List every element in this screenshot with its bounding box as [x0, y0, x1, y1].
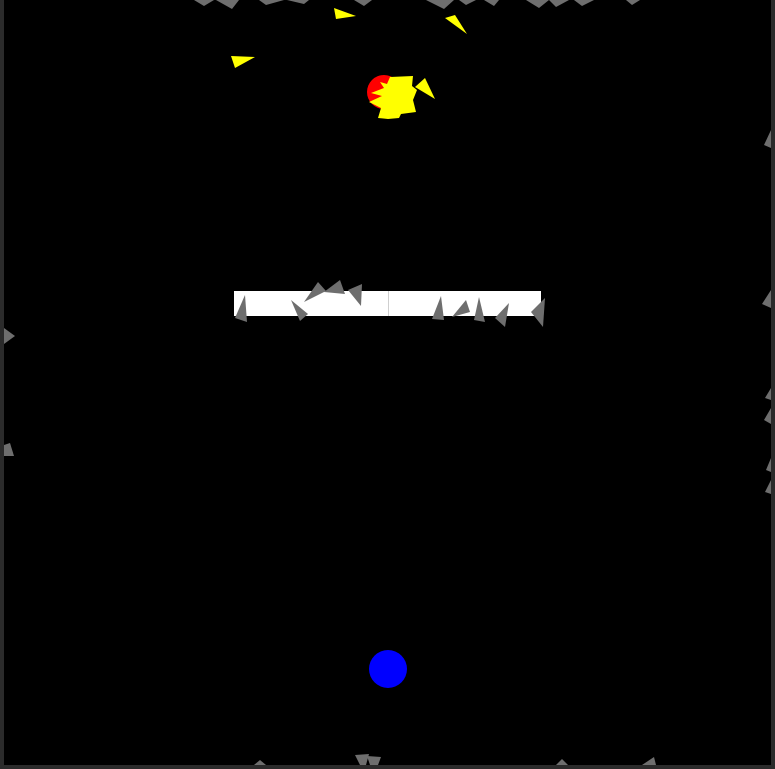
debris-shard [235, 295, 247, 322]
debris-top [194, 0, 640, 9]
debris-shard [216, 0, 239, 9]
debris-shard [556, 759, 568, 765]
debris-shard [348, 284, 362, 306]
debris-shard [764, 408, 771, 424]
debris-shard [642, 757, 656, 765]
projectile [445, 15, 467, 34]
debris-shard [549, 0, 569, 7]
debris-shard [764, 130, 771, 148]
debris-shard [287, 0, 309, 4]
debris-bottom [254, 754, 656, 765]
debris-shard [484, 0, 499, 6]
explosion-burst [369, 76, 417, 119]
game-canvas[interactable] [4, 0, 771, 765]
debris-shard [355, 754, 369, 765]
debris-shard [254, 760, 266, 765]
debris-shard [526, 0, 549, 8]
debris-shard [367, 756, 381, 765]
debris-shard [432, 296, 444, 320]
debris-shard [194, 0, 214, 6]
play-area-background [4, 0, 771, 765]
debris-shard [766, 458, 771, 472]
debris-shard [762, 290, 771, 308]
debris-shard [324, 280, 345, 294]
debris-left [4, 328, 15, 456]
debris-shard [4, 328, 15, 344]
player[interactable] [369, 650, 407, 688]
debris-shard [304, 282, 326, 302]
debris-shard [495, 303, 509, 327]
projectile [231, 56, 255, 68]
debris-barrier [235, 280, 545, 327]
debris-shard [474, 297, 485, 322]
barrier [234, 291, 541, 316]
debris-shard [765, 480, 771, 494]
debris-shard [531, 298, 545, 327]
debris-shard [354, 0, 372, 6]
debris-shard [452, 300, 470, 317]
debris-shard [4, 443, 14, 456]
projectile [415, 78, 435, 99]
projectile [334, 8, 356, 19]
debris-shard [291, 300, 308, 321]
enemy-exploding [367, 75, 417, 119]
debris-shard [626, 0, 640, 5]
game-scene [4, 0, 771, 765]
debris-shard [765, 388, 771, 400]
debris-shard [259, 0, 284, 5]
debris-shard [459, 0, 476, 5]
debris-shard [426, 0, 454, 9]
debris-shard [574, 0, 594, 6]
projectiles [231, 8, 467, 99]
debris-right [762, 130, 771, 494]
